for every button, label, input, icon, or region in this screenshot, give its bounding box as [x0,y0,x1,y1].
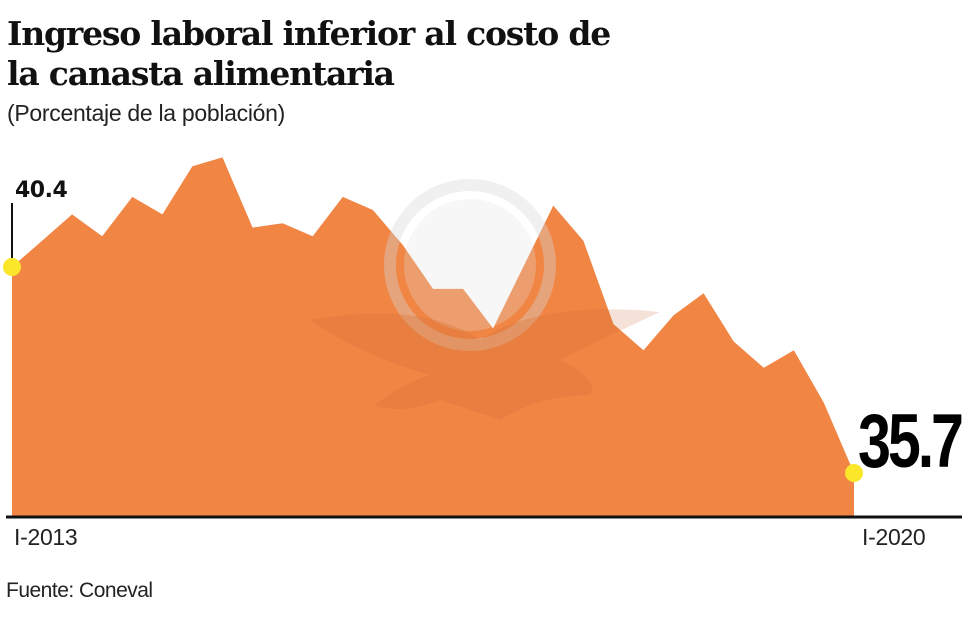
source-note: Fuente: Coneval [6,579,153,602]
chart-title: Ingreso laboral inferior al costo de la … [7,14,611,93]
x-tick-start: I-2013 [14,524,78,550]
start-value-label: 40.4 [15,178,68,203]
chart-subtitle: (Porcentaje de la población) [7,100,285,126]
start-marker [3,258,21,276]
area-series [12,157,854,516]
x-tick-end: I-2020 [862,524,926,550]
watermark-logo [310,179,660,420]
end-marker [845,464,863,482]
end-value-label: 35.7 [858,399,964,484]
